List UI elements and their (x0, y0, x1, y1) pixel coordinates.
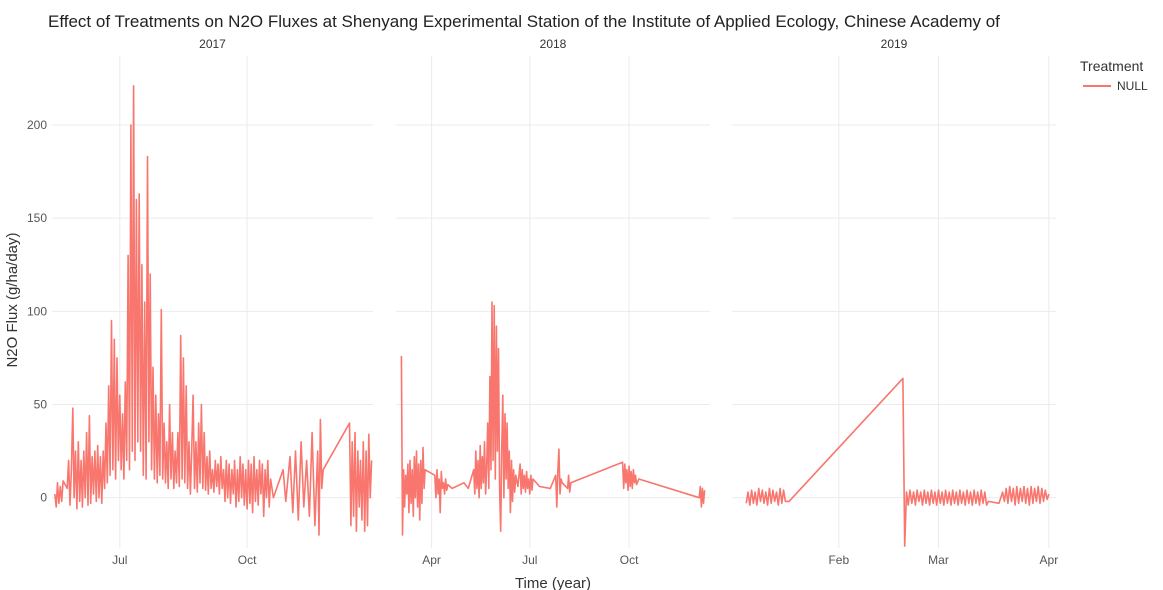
x-tick-label: Jul (522, 553, 537, 567)
x-tick-label: Oct (620, 553, 639, 567)
y-tick-label: 150 (27, 211, 47, 225)
facet-panels: 2017 Jul Oct 2018 Apr Jul Oct 2019 Feb Mar Apr (52, 37, 1058, 567)
legend: Treatment NULL (1080, 58, 1148, 93)
x-tick-label: Oct (238, 553, 257, 567)
facet-panel-2019: 2019 Feb Mar Apr (732, 37, 1058, 567)
facet-panel-2017: 2017 Jul Oct (52, 37, 373, 567)
facet-label: 2019 (881, 37, 908, 51)
series-line-null (745, 377, 1050, 547)
x-axis-title: Time (year) (515, 575, 591, 590)
x-tick-label: Apr (1040, 553, 1059, 567)
y-tick-label: 200 (27, 118, 47, 132)
y-axis-title: N2O Flux (g/ha/day) (4, 232, 21, 367)
chart-title: Effect of Treatments on N2O Fluxes at Sh… (48, 12, 1000, 31)
y-tick-label: 100 (27, 304, 47, 318)
y-tick-label: 50 (34, 398, 48, 412)
x-tick-label: Mar (928, 553, 949, 567)
legend-label-null: NULL (1117, 79, 1148, 93)
facet-panel-2018: 2018 Apr Jul Oct (396, 37, 710, 567)
facet-label: 2017 (199, 37, 226, 51)
y-tick-label: 0 (40, 491, 47, 505)
facet-label: 2018 (540, 37, 567, 51)
x-tick-label: Feb (828, 553, 849, 567)
x-tick-label: Apr (422, 553, 441, 567)
series-line-null (54, 85, 373, 536)
y-axis: 0 50 100 150 200 (27, 118, 47, 505)
legend-title: Treatment (1080, 58, 1143, 74)
series-line-null (400, 301, 706, 536)
x-tick-label: Jul (112, 553, 127, 567)
